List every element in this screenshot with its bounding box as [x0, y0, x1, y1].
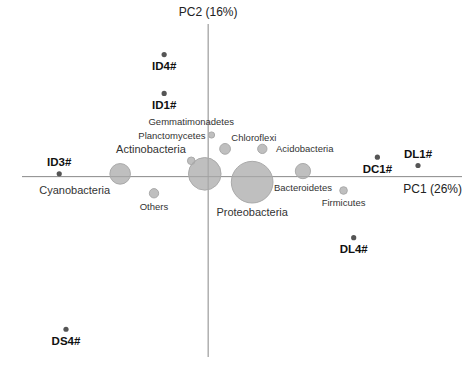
bubble — [149, 189, 158, 198]
bubble — [258, 144, 267, 153]
bubble-label: Acidobacteria — [276, 143, 334, 154]
y-axis-line — [208, 24, 209, 357]
sample-point — [63, 327, 68, 332]
y-axis-label: PC2 (16%) — [179, 5, 238, 19]
sample-label: ID3# — [47, 156, 72, 168]
page: {"chart_data": {"type": "scatter", "xlab… — [0, 0, 474, 381]
bubble — [110, 164, 131, 185]
sample-point — [57, 171, 62, 176]
marks — [57, 52, 421, 332]
bubble-label: Planctomycetes — [138, 130, 205, 141]
bubble — [295, 163, 310, 178]
bubble-label: Cyanobacteria — [39, 184, 111, 196]
bubble-label: Bacteroidetes — [274, 182, 332, 193]
bubble — [231, 161, 273, 203]
sample-label: DS4# — [52, 335, 81, 347]
bubble-label: Gemmatimonadetes — [148, 116, 234, 127]
sample-label: ID1# — [152, 99, 177, 111]
bubble-label: Actinobacteria — [116, 143, 187, 155]
labels: Proteobacteria Actinobacteria Cyanobacteri… — [39, 60, 432, 347]
sample-point — [162, 91, 167, 96]
bubble — [187, 157, 195, 165]
chart: Proteobacteria Actinobacteria Cyanobacteri… — [0, 0, 474, 381]
bubble — [208, 132, 214, 138]
sample-point — [375, 155, 380, 160]
sample-label: DL1# — [404, 148, 433, 160]
sample-point — [351, 235, 356, 240]
sample-label: DL4# — [340, 243, 369, 255]
sample-point — [415, 163, 420, 168]
sample-point — [162, 52, 167, 57]
bubble — [340, 187, 348, 195]
bubble — [220, 143, 231, 154]
axes — [22, 24, 462, 357]
bubble-label: Others — [140, 201, 169, 212]
x-axis-label: PC1 (26%) — [403, 182, 462, 196]
sample-label: DC1# — [363, 163, 393, 175]
sample-label: ID4# — [152, 60, 177, 72]
bubble-label: Firmicutes — [322, 197, 366, 208]
bubble-label: Chloroflexi — [231, 132, 276, 143]
bubble-label: Proteobacteria — [216, 206, 288, 218]
